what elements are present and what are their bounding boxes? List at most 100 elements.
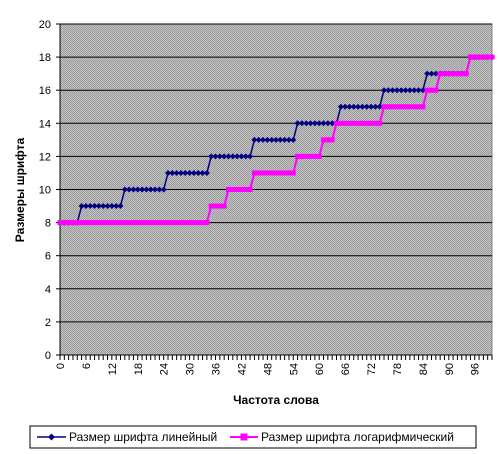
point-log-23 xyxy=(156,220,162,226)
point-linear-33 xyxy=(199,169,206,176)
point-linear-18 xyxy=(134,186,141,193)
point-log-85 xyxy=(424,87,430,93)
point-linear-49 xyxy=(268,136,275,143)
point-log-90 xyxy=(446,71,452,77)
point-log-99 xyxy=(485,54,491,60)
point-linear-68 xyxy=(350,103,357,110)
point-linear-51 xyxy=(277,136,284,143)
point-log-41 xyxy=(234,187,240,192)
point-log-34 xyxy=(204,220,210,226)
point-linear-11 xyxy=(104,203,111,210)
point-linear-28 xyxy=(177,169,184,176)
point-log-57 xyxy=(303,153,309,159)
point-log-12 xyxy=(109,220,115,226)
point-log-86 xyxy=(429,87,435,93)
point-linear-40 xyxy=(229,153,236,160)
point-linear-24 xyxy=(160,186,167,193)
point-log-16 xyxy=(126,220,132,226)
point-log-84 xyxy=(420,104,426,110)
point-linear-46 xyxy=(255,136,262,143)
point-log-61 xyxy=(321,137,327,143)
point-linear-63 xyxy=(329,120,336,127)
point-linear-56 xyxy=(298,120,305,127)
point-linear-5 xyxy=(78,203,85,210)
point-log-46 xyxy=(256,170,262,176)
y-axis-title: Размеры шрифта xyxy=(13,137,27,242)
point-linear-55 xyxy=(294,120,301,127)
point-log-47 xyxy=(260,170,266,176)
x-tick-label-30: 30 xyxy=(185,363,197,375)
point-linear-67 xyxy=(346,103,353,110)
grid-lines xyxy=(60,23,492,323)
point-linear-86 xyxy=(428,70,435,77)
point-log-7 xyxy=(87,220,93,226)
legend-marker-linear xyxy=(48,433,55,441)
point-log-96 xyxy=(472,54,478,60)
point-linear-85 xyxy=(424,70,431,77)
point-log-66 xyxy=(342,120,348,126)
point-linear-84 xyxy=(419,87,426,94)
y-tick-label-6: 6 xyxy=(45,251,51,263)
point-linear-62 xyxy=(324,120,331,127)
point-log-19 xyxy=(139,220,145,226)
point-log-71 xyxy=(364,120,370,126)
point-log-18 xyxy=(135,220,141,226)
point-log-15 xyxy=(122,220,128,226)
point-log-64 xyxy=(333,120,339,126)
point-log-50 xyxy=(273,170,279,176)
point-log-6 xyxy=(83,220,89,226)
point-linear-8 xyxy=(91,203,98,210)
point-linear-70 xyxy=(359,103,366,110)
x-tick-label-18: 18 xyxy=(133,363,145,375)
series-logarithmic xyxy=(57,54,495,226)
x-tick-label-96: 96 xyxy=(470,363,482,375)
point-log-92 xyxy=(454,71,460,77)
point-log-39 xyxy=(225,187,231,192)
point-log-68 xyxy=(351,120,357,126)
y-tick-label-16: 16 xyxy=(39,85,51,97)
y-tick-label-2: 2 xyxy=(45,317,51,329)
x-axis-title: Частота слова xyxy=(233,393,319,407)
point-log-98 xyxy=(480,54,486,60)
point-linear-65 xyxy=(337,103,344,110)
point-linear-15 xyxy=(121,186,128,193)
point-log-33 xyxy=(200,220,206,226)
point-log-48 xyxy=(264,170,270,176)
point-linear-42 xyxy=(238,153,245,160)
point-log-75 xyxy=(381,104,387,110)
point-log-17 xyxy=(130,220,136,226)
point-log-11 xyxy=(105,220,111,226)
axes xyxy=(56,23,493,360)
point-linear-10 xyxy=(100,203,107,210)
x-tick-label-0: 0 xyxy=(55,363,67,369)
point-log-62 xyxy=(325,137,331,143)
point-linear-12 xyxy=(108,203,115,210)
point-linear-58 xyxy=(307,120,314,127)
point-log-51 xyxy=(277,170,283,176)
x-tick-label-12: 12 xyxy=(107,363,119,375)
point-log-69 xyxy=(355,120,361,126)
point-log-13 xyxy=(113,220,119,226)
point-linear-82 xyxy=(411,87,418,94)
point-log-8 xyxy=(92,220,98,226)
series-layer xyxy=(57,54,495,226)
point-linear-19 xyxy=(139,186,146,193)
y-tick-label-0: 0 xyxy=(45,350,51,362)
point-linear-9 xyxy=(95,203,102,210)
point-log-70 xyxy=(359,120,365,126)
point-log-25 xyxy=(165,220,171,226)
y-tick-label-20: 20 xyxy=(39,19,51,31)
point-log-28 xyxy=(178,220,184,226)
point-linear-74 xyxy=(376,103,383,110)
point-log-43 xyxy=(243,187,249,192)
point-linear-39 xyxy=(225,153,232,160)
point-log-89 xyxy=(441,71,447,77)
point-linear-52 xyxy=(281,136,288,143)
point-linear-54 xyxy=(290,136,297,143)
point-linear-87 xyxy=(432,70,439,77)
point-linear-47 xyxy=(260,136,267,143)
point-log-37 xyxy=(217,203,223,209)
point-linear-36 xyxy=(212,153,219,160)
point-log-52 xyxy=(282,170,288,176)
